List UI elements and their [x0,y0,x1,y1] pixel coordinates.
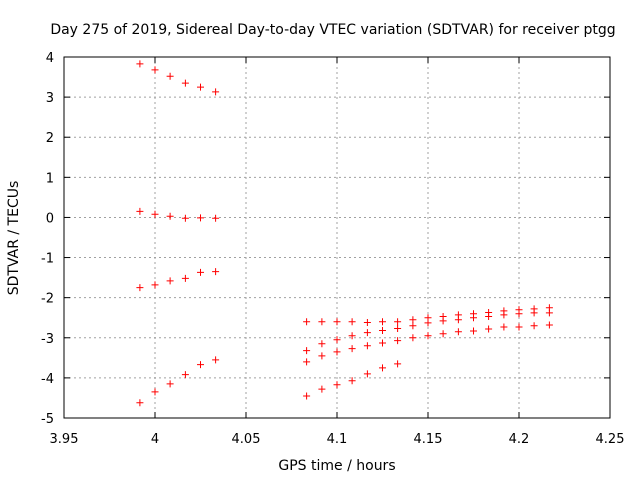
data-point-track-e [348,318,356,326]
y-tick-label: -5 [41,412,54,427]
x-tick-label: 4 [151,432,159,447]
data-point-track-f [530,309,538,317]
data-point-track-e [318,318,326,326]
data-point-track-c [181,274,189,282]
data-point-track-f [363,329,371,337]
x-tick-label: 4.15 [414,432,443,447]
data-point-track-e [303,318,311,326]
x-tick-label: 4.2 [509,432,530,447]
axis-ticks: 3.95 4 4.05 4.1 4.15 4.2 4.25 -5 -4 -3 -2 -1 0 1 2 3 4 [41,51,624,447]
data-point-track-g [515,323,523,331]
data-point-track-a [166,72,174,80]
data-point-track-f [470,314,477,322]
data-point-track-g [348,345,356,353]
data-point-track-g [333,348,341,356]
data-point-track-b [181,214,189,222]
data-point-track-f [318,340,326,348]
data-point-track-h [333,381,341,389]
data-point-track-h [394,360,402,368]
data-point-track-g [318,352,326,360]
data-point-track-f [333,336,341,344]
data-point-track-e [379,318,386,326]
data-point-track-g [409,334,417,342]
data-point-track-d [136,399,144,407]
data-point-track-b [166,212,174,220]
y-tick-label: -2 [41,292,54,307]
data-point-track-f [409,322,417,330]
data-point-track-c [136,284,144,292]
data-point-track-f [303,347,311,355]
data-point-track-g [379,339,386,347]
data-point-track-d [166,380,174,388]
x-tick-label: 4.1 [327,432,348,447]
y-tick-label: 1 [46,171,54,186]
x-tick-label: 4.05 [232,432,261,447]
data-point-track-g [363,342,371,350]
data-point-track-f [500,311,508,319]
data-point-track-d [151,388,159,396]
data-points [136,60,553,407]
x-axis-label: GPS time / hours [278,458,395,474]
plot-frame [63,56,611,419]
data-point-track-a [151,66,159,74]
data-point-track-e [333,318,341,326]
data-point-track-b [136,207,144,215]
data-point-track-h [363,370,371,378]
data-point-track-d [212,356,220,364]
data-point-track-g [424,332,432,340]
y-tick-label: -4 [41,372,54,387]
data-point-track-f [545,309,553,317]
data-point-track-b [197,214,204,222]
x-tick-label: 3.95 [50,432,79,447]
data-point-track-f [439,317,447,325]
data-point-track-f [515,310,523,318]
data-point-track-a [136,60,144,68]
data-point-track-g [454,328,462,336]
y-tick-label: 0 [46,211,54,226]
y-tick-label: 2 [46,131,54,146]
data-point-track-g [394,337,402,345]
data-point-track-a [212,88,220,96]
data-point-track-f [379,327,386,335]
data-point-track-b [151,210,159,218]
y-axis-label: SDTVAR / TECUs [6,181,22,296]
data-point-track-h [318,385,326,393]
data-point-track-g [470,327,477,335]
y-tick-label: 3 [46,91,54,106]
data-point-track-b [212,214,220,222]
data-point-track-e [394,318,402,326]
x-tick-label: 4.25 [596,432,625,447]
chart-title: Day 275 of 2019, Sidereal Day-to-day VTE… [50,22,615,38]
data-point-track-h [348,377,356,385]
data-point-track-e [363,319,371,327]
data-point-track-g [500,323,508,331]
y-tick-label: -3 [41,332,54,347]
data-point-track-f [454,316,462,324]
data-point-track-d [181,371,189,379]
data-point-track-c [166,277,174,285]
data-point-track-h [379,364,386,372]
data-point-track-d [197,361,204,369]
data-point-track-g [439,330,447,338]
data-point-track-a [181,79,189,87]
data-point-track-f [348,332,356,340]
y-tick-label: -1 [41,252,54,267]
grid-lines [64,57,610,418]
data-point-track-h [303,392,311,400]
data-point-track-c [212,268,220,276]
data-point-track-f [424,319,432,327]
data-point-track-g [530,322,538,330]
data-point-track-c [197,268,204,276]
data-point-track-e [409,316,417,324]
data-point-track-g [303,358,311,366]
data-point-track-f [394,325,402,333]
data-point-track-f [485,313,493,321]
data-point-track-c [151,281,159,289]
data-point-track-g [545,321,553,329]
data-point-track-g [485,325,493,333]
data-point-track-a [197,83,204,91]
y-tick-label: 4 [46,51,54,66]
